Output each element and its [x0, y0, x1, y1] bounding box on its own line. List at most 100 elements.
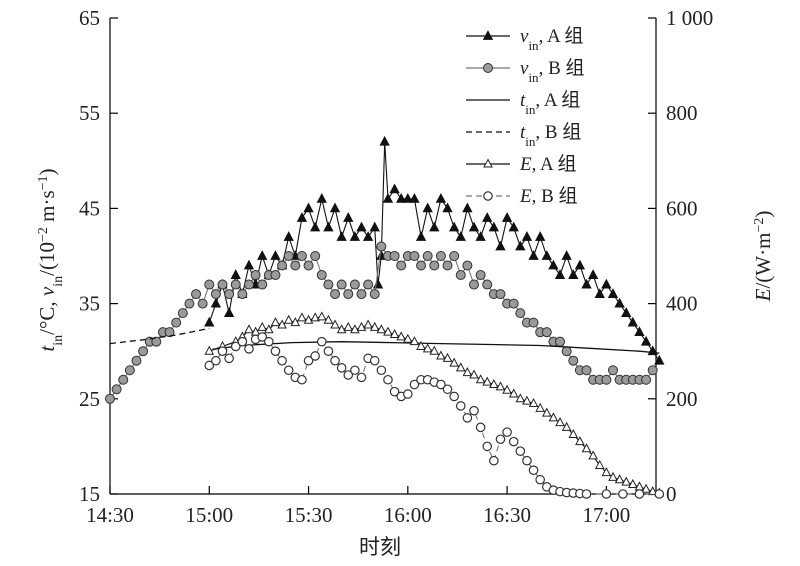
point-vB	[349, 279, 360, 290]
point-vB	[316, 270, 327, 281]
point-vB	[601, 374, 612, 385]
point-vA	[475, 231, 486, 241]
legend-label: vin, A 组	[520, 25, 583, 53]
point-EB	[316, 336, 327, 347]
point-vA	[508, 221, 519, 232]
point-vB	[177, 308, 188, 319]
series-tA	[212, 341, 660, 354]
point-vB	[330, 289, 341, 300]
point-vB	[224, 289, 235, 300]
point-vA	[482, 212, 493, 222]
point-EB	[469, 405, 479, 416]
point-vB	[310, 251, 321, 261]
point-vA	[488, 221, 500, 232]
point-EB	[601, 489, 612, 499]
point-EA	[283, 314, 294, 324]
point-vA	[309, 221, 321, 232]
point-EB	[455, 401, 466, 411]
point-vB	[217, 279, 228, 290]
point-vA	[379, 135, 390, 146]
series-EB	[204, 332, 665, 499]
point-EA	[277, 319, 287, 329]
point-vA	[372, 278, 384, 289]
point-vA	[455, 231, 466, 241]
left-tick-label: 15	[79, 482, 100, 506]
point-vA	[223, 307, 235, 318]
point-vB	[210, 289, 221, 300]
point-EA	[336, 324, 347, 334]
right-tick-label: 0	[666, 482, 677, 506]
point-vA	[448, 221, 460, 232]
point-vA	[607, 288, 619, 298]
point-EA	[502, 384, 512, 394]
point-EA	[641, 483, 651, 493]
legend-item: tin, B 组	[466, 121, 581, 149]
point-EA	[350, 324, 360, 334]
left-axis-title: tin/°C, vin/(10−2 m·s−1)	[35, 168, 66, 351]
point-vA	[515, 240, 526, 251]
point-vB	[555, 336, 566, 347]
point-vA	[369, 221, 380, 232]
point-vA	[541, 250, 552, 260]
point-EA	[462, 367, 473, 377]
right-tick-label: 200	[666, 387, 698, 411]
point-EB	[283, 365, 294, 376]
point-vB	[442, 260, 453, 271]
point-vA	[396, 193, 407, 203]
point-vB	[581, 365, 592, 376]
point-EB	[217, 346, 228, 356]
point-vA	[501, 212, 513, 222]
point-EA	[429, 345, 440, 355]
point-vA	[230, 269, 241, 279]
point-EB	[264, 336, 274, 347]
right-tick-label: 1 000	[666, 6, 713, 30]
point-EA	[628, 478, 638, 488]
point-EB	[522, 455, 532, 466]
point-vB	[455, 270, 466, 281]
point-vB	[184, 298, 195, 309]
point-vB	[243, 279, 254, 290]
point-vB	[197, 298, 208, 309]
point-vB	[482, 279, 493, 290]
point-EA	[469, 369, 479, 379]
point-vA	[548, 259, 559, 270]
point-EB	[508, 436, 519, 447]
point-vA	[270, 250, 281, 260]
point-EA	[356, 321, 367, 331]
point-vB	[230, 279, 241, 290]
point-vB	[469, 279, 479, 290]
point-EB	[449, 391, 459, 402]
point-vB	[323, 279, 334, 290]
point-EA	[316, 311, 327, 321]
point-vB	[303, 260, 314, 271]
point-EA	[290, 317, 301, 327]
series-line-tA	[212, 341, 660, 354]
legend-marker	[482, 30, 494, 40]
point-vB	[376, 241, 387, 252]
right-axis: 0 200 400 600 800 1 000	[648, 6, 713, 506]
point-EA	[608, 471, 618, 481]
point-vA	[568, 269, 579, 279]
point-vB	[296, 251, 307, 261]
point-EA	[535, 402, 546, 412]
point-vA	[495, 240, 506, 251]
point-EB	[369, 355, 380, 366]
point-EB	[654, 489, 665, 499]
legend-item: E, A 组	[466, 153, 576, 175]
point-vB	[435, 251, 446, 261]
point-EA	[244, 324, 254, 334]
point-vA	[296, 212, 308, 222]
point-vA	[422, 202, 433, 213]
point-vB	[250, 270, 261, 281]
point-vB	[561, 346, 572, 357]
point-EB	[581, 489, 592, 499]
point-EA	[555, 417, 565, 427]
point-vA	[204, 316, 215, 327]
point-vA	[535, 231, 546, 241]
x-tick-label: 16:30	[483, 503, 531, 527]
point-vB	[528, 317, 539, 328]
point-EA	[363, 319, 373, 329]
point-EA	[621, 476, 632, 486]
point-vA	[336, 231, 347, 241]
point-vA	[442, 202, 453, 213]
